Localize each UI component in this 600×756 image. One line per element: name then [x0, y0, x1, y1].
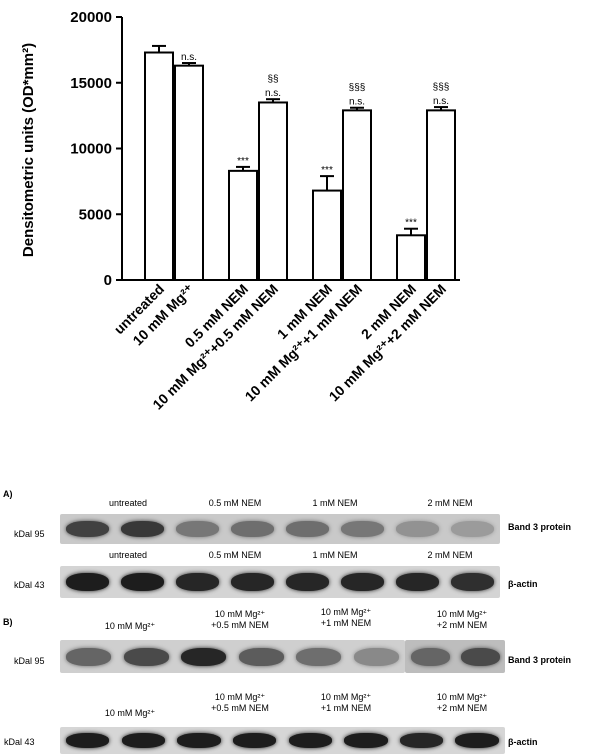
- y-tick-label: 0: [104, 272, 112, 289]
- blot-band: [238, 647, 284, 666]
- blot-band: [455, 733, 499, 748]
- lane-label: 10 mM Mg²⁺ +2 mM NEM: [436, 692, 488, 713]
- lane-label: 10 mM Mg²⁺: [104, 621, 156, 631]
- blot-band: [121, 733, 166, 748]
- blot-band: [286, 521, 329, 537]
- blot-band: [231, 521, 274, 537]
- y-tick-label: 10000: [70, 141, 112, 158]
- significance-label: ***: [405, 218, 417, 229]
- panel-b-letter: B): [3, 617, 13, 627]
- blot-band: [344, 733, 388, 748]
- actin-label: β-actin: [508, 737, 538, 747]
- blot-band: [66, 573, 109, 591]
- blot-band: [176, 573, 219, 591]
- lane-label: 10 mM Mg²⁺ +1 mM NEM: [320, 692, 372, 713]
- bar: [396, 234, 426, 281]
- blot-band: [451, 521, 494, 537]
- significance-label: §§§: [349, 83, 366, 94]
- kdal-43-label: kDal 43: [14, 580, 45, 590]
- bar: [258, 101, 288, 281]
- blot-band: [410, 647, 450, 666]
- y-tick-label: 5000: [79, 206, 112, 223]
- blot-band: [341, 573, 384, 591]
- lane-label: 1 mM NEM: [312, 550, 358, 560]
- lane-label: 0.5 mM NEM: [208, 550, 262, 560]
- panel-a-letter: A): [3, 489, 13, 499]
- bar: [228, 169, 258, 281]
- lane-label: 10 mM Mg²⁺ +0.5 mM NEM: [211, 692, 269, 713]
- blot-band: [353, 647, 399, 666]
- blot-band: [396, 521, 439, 537]
- lane-label: 2 mM NEM: [427, 550, 473, 560]
- bar: [426, 109, 456, 281]
- blot-band: [66, 733, 110, 748]
- bar: [144, 51, 174, 281]
- band3-blot-strip-b: [60, 640, 405, 673]
- significance-label: ***: [237, 156, 249, 167]
- lane-label: 10 mM Mg²⁺ +0.5 mM NEM: [211, 609, 269, 630]
- significance-label: n.s.: [265, 88, 281, 99]
- blot-band: [66, 521, 109, 537]
- lane-label: 2 mM NEM: [427, 498, 473, 508]
- bar: [312, 189, 342, 281]
- blot-band: [399, 733, 444, 748]
- band3-blot-strip-b2: [405, 640, 505, 673]
- band3-blot-strip-a: [60, 514, 500, 544]
- significance-label: §§§: [433, 82, 450, 93]
- bar: [342, 109, 372, 281]
- blot-band: [460, 647, 500, 666]
- blot-band: [286, 573, 329, 591]
- blot-band: [177, 733, 221, 748]
- significance-label: §§: [267, 74, 278, 85]
- kdal-95-label: kDal 95: [14, 656, 45, 666]
- lane-label: untreated: [108, 550, 148, 560]
- actin-label: β-actin: [508, 579, 538, 589]
- bar-chart: 0 5000 10000 15000 20000 Densitometric units …: [20, 9, 460, 413]
- blot-band: [341, 521, 384, 537]
- y-tick-label: 20000: [70, 9, 112, 26]
- band3-label: Band 3 protein: [508, 655, 572, 665]
- lane-label: 10 mM Mg²⁺: [104, 708, 156, 718]
- blot-band: [123, 647, 169, 666]
- blot-band: [181, 647, 227, 666]
- lane-label: untreated: [108, 498, 148, 508]
- actin-blot-strip-b: [60, 727, 505, 754]
- lane-label: 0.5 mM NEM: [208, 498, 262, 508]
- blot-band: [231, 573, 274, 591]
- blot-band: [288, 733, 332, 748]
- lane-label: 10 mM Mg²⁺ +2 mM NEM: [436, 609, 488, 630]
- blot-band: [66, 647, 112, 666]
- blot-band: [296, 647, 342, 666]
- y-tick-label: 15000: [70, 75, 112, 92]
- lane-label: 10 mM Mg²⁺ +1 mM NEM: [320, 607, 372, 628]
- blot-band: [396, 573, 439, 591]
- bar: [174, 64, 204, 281]
- significance-label: n.s.: [181, 52, 197, 63]
- significance-label: ***: [321, 165, 333, 176]
- blot-band: [232, 733, 277, 748]
- blot-band: [176, 521, 219, 537]
- blot-band: [121, 521, 164, 537]
- significance-label: n.s.: [433, 96, 449, 107]
- kdal-95-label: kDal 95: [14, 529, 45, 539]
- band3-label: Band 3 protein: [508, 522, 572, 532]
- kdal-43-label: kDal 43: [4, 737, 35, 747]
- blot-band: [121, 573, 164, 591]
- lane-label: 1 mM NEM: [312, 498, 358, 508]
- blot-band: [451, 573, 494, 591]
- y-axis-label: Densitometric units (OD*mm²): [20, 43, 37, 257]
- actin-blot-strip-a: [60, 566, 500, 598]
- significance-label: n.s.: [349, 97, 365, 108]
